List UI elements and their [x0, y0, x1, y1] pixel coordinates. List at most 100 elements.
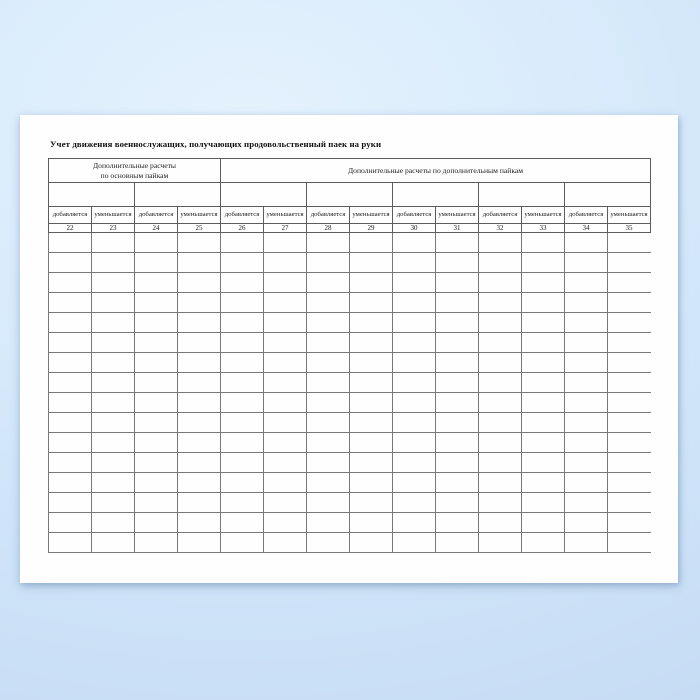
- body-cell: [91, 512, 135, 533]
- body-cell: [134, 532, 178, 553]
- body-row-11: [48, 452, 651, 473]
- body-cell: [48, 392, 92, 413]
- body-cell: [349, 452, 394, 473]
- body-cell: [176, 372, 222, 393]
- body-cell: [478, 372, 523, 393]
- body-cell: [134, 292, 178, 313]
- body-cell: [607, 352, 651, 373]
- body-cell: [48, 332, 92, 353]
- body-cell: [349, 432, 394, 453]
- body-cell: [478, 392, 523, 413]
- column-number-cell-9: 31: [435, 223, 480, 233]
- body-cell: [91, 272, 135, 293]
- body-cell: [607, 372, 651, 393]
- body-cell: [91, 352, 135, 373]
- body-cell: [435, 392, 480, 413]
- body-cell: [521, 452, 566, 473]
- body-cell: [478, 472, 523, 493]
- body-cell: [91, 332, 135, 353]
- body-cell: [564, 412, 609, 433]
- body-row-9: [48, 412, 651, 433]
- column-label-cell-8: добавляется: [392, 206, 437, 224]
- body-cell: [176, 292, 222, 313]
- scanned-ledger-page: Учет движения военнослужащих, получающих…: [20, 115, 678, 583]
- body-cell: [263, 472, 308, 493]
- body-cell: [91, 472, 135, 493]
- body-cell: [478, 532, 523, 553]
- body-cell: [349, 412, 394, 433]
- body-cell: [91, 232, 135, 253]
- body-cell: [48, 512, 92, 533]
- column-label-cell-11: уменьшается: [521, 206, 566, 224]
- body-cell: [220, 252, 265, 273]
- body-cell: [435, 432, 480, 453]
- column-label-cell-9: уменьшается: [435, 206, 480, 224]
- body-cell: [306, 232, 351, 253]
- column-label-cell-6: добавляется: [306, 206, 351, 224]
- body-cell: [263, 392, 308, 413]
- body-cell: [478, 512, 523, 533]
- body-cell: [349, 312, 394, 333]
- body-cell: [521, 232, 566, 253]
- body-cell: [220, 232, 265, 253]
- body-cell: [478, 332, 523, 353]
- body-cell: [435, 312, 480, 333]
- body-cell: [220, 432, 265, 453]
- column-label-cell-5: уменьшается: [263, 206, 308, 224]
- body-cell: [134, 452, 178, 473]
- column-number-cell-1: 23: [91, 223, 135, 233]
- pair-row: [48, 182, 652, 207]
- body-cell: [521, 352, 566, 373]
- body-cell: [176, 532, 222, 553]
- body-cell: [435, 292, 480, 313]
- body-cell: [564, 352, 609, 373]
- body-cell: [521, 272, 566, 293]
- body-cell: [564, 252, 609, 273]
- body-cell: [607, 392, 651, 413]
- body-cell: [607, 512, 651, 533]
- group-header-line: по основным пайкам: [100, 170, 169, 180]
- body-cell: [392, 352, 437, 373]
- column-label-cell-10: добавляется: [478, 206, 523, 224]
- column-number-cell-6: 28: [306, 223, 351, 233]
- body-cell: [478, 412, 523, 433]
- body-cell: [91, 492, 135, 513]
- body-cell: [349, 292, 394, 313]
- body-cell: [134, 232, 178, 253]
- body-cell: [564, 332, 609, 353]
- body-cell: [435, 492, 480, 513]
- body-cell: [134, 392, 178, 413]
- body-cell: [478, 432, 523, 453]
- body-cell: [48, 272, 92, 293]
- body-cell: [521, 372, 566, 393]
- body-cell: [220, 472, 265, 493]
- body-cell: [306, 372, 351, 393]
- body-cell: [607, 472, 651, 493]
- body-cell: [392, 372, 437, 393]
- body-cell: [220, 512, 265, 533]
- body-cell: [435, 352, 480, 373]
- body-cell: [478, 492, 523, 513]
- column-number-row: 22 23 24 25 26 27 28 29 30 31 32 33 34 35: [48, 223, 652, 233]
- group-header-cell-0: Дополнительные расчеты по основным пайкам: [47, 158, 222, 183]
- body-cell: [564, 432, 609, 453]
- group-header-line: Дополнительные расчеты: [93, 161, 177, 171]
- body-cell: [306, 512, 351, 533]
- body-cell: [91, 412, 135, 433]
- column-number-cell-3: 25: [176, 223, 222, 233]
- ration-movement-table: Дополнительные расчеты по основным пайкам…: [47, 158, 652, 553]
- pair-cell-3: [306, 182, 394, 207]
- body-row-7: [48, 372, 651, 393]
- column-number-cell-10: 32: [478, 223, 523, 233]
- body-cell: [91, 292, 135, 313]
- body-cell: [521, 392, 566, 413]
- body-cell: [220, 272, 265, 293]
- body-cell: [564, 452, 609, 473]
- body-cell: [392, 512, 437, 533]
- body-cell: [91, 452, 135, 473]
- column-number-cell-4: 26: [220, 223, 265, 233]
- body-cell: [349, 532, 394, 553]
- pair-cell-6: [564, 182, 652, 207]
- body-cell: [392, 432, 437, 453]
- body-cell: [521, 492, 566, 513]
